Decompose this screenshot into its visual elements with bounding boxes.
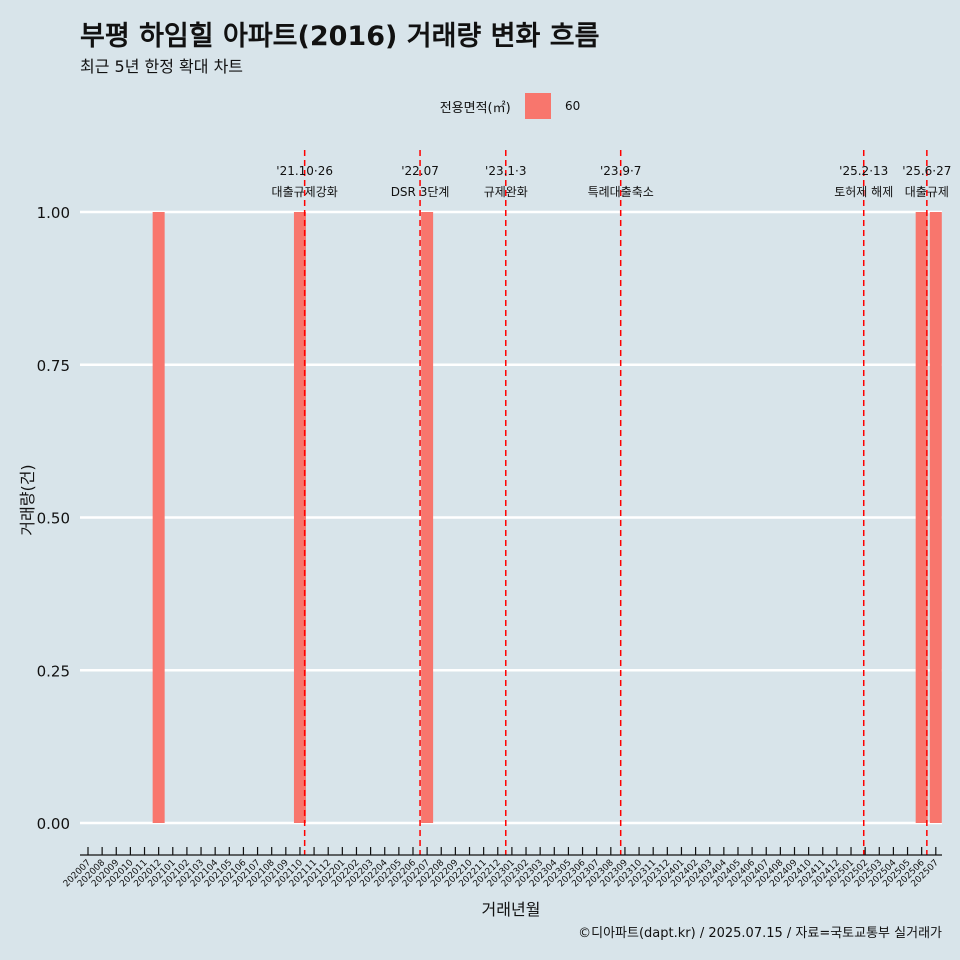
bar-202110 <box>293 212 306 823</box>
legend-key-60 <box>524 93 551 119</box>
event-date-label: '22.07 <box>401 164 439 178</box>
y-tick-label: 0.50 <box>37 510 70 528</box>
bar-202506 <box>915 212 928 823</box>
event-name-label: DSR 3단계 <box>391 185 450 199</box>
legend-label-60: 60 <box>564 99 581 113</box>
chart-caption: ©디아파트(dapt.kr) / 2025.07.15 / 자료=국토교통부 실… <box>578 926 942 941</box>
bar-202012 <box>152 212 165 823</box>
event-name-label: 대출규제강화 <box>272 185 338 199</box>
bar-202207 <box>421 212 434 823</box>
y-tick-label: 1.00 <box>37 204 70 222</box>
event-date-label: '23.9·7 <box>600 164 641 178</box>
x-axis-label: 거래년월 <box>482 900 541 919</box>
chart-subtitle: 최근 5년 한정 확대 차트 <box>80 57 244 76</box>
legend-title: 전용면적(㎡) <box>439 100 511 116</box>
event-date-label: '25.6·27 <box>902 164 951 178</box>
event-name-label: 특례대출축소 <box>588 185 654 199</box>
legend: 전용면적(㎡) 60 <box>0 93 960 119</box>
y-tick-label: 0.25 <box>37 662 70 680</box>
event-date-label: '23.1·3 <box>485 164 526 178</box>
y-axis-label: 거래량(건) <box>18 464 37 535</box>
bar-202507 <box>929 212 942 823</box>
event-date-label: '21.10·26 <box>276 164 333 178</box>
event-name-label: 규제완화 <box>484 185 528 199</box>
y-tick-label: 0.75 <box>37 357 70 375</box>
event-date-label: '25.2·13 <box>839 164 888 178</box>
y-tick-label: 0.00 <box>37 815 70 833</box>
event-name-label: 토허제 해제 <box>834 185 893 199</box>
event-name-label: 대출규제 <box>905 185 949 199</box>
chart-title: 부평 하임힐 아파트(2016) 거래량 변화 흐름 <box>80 21 600 52</box>
